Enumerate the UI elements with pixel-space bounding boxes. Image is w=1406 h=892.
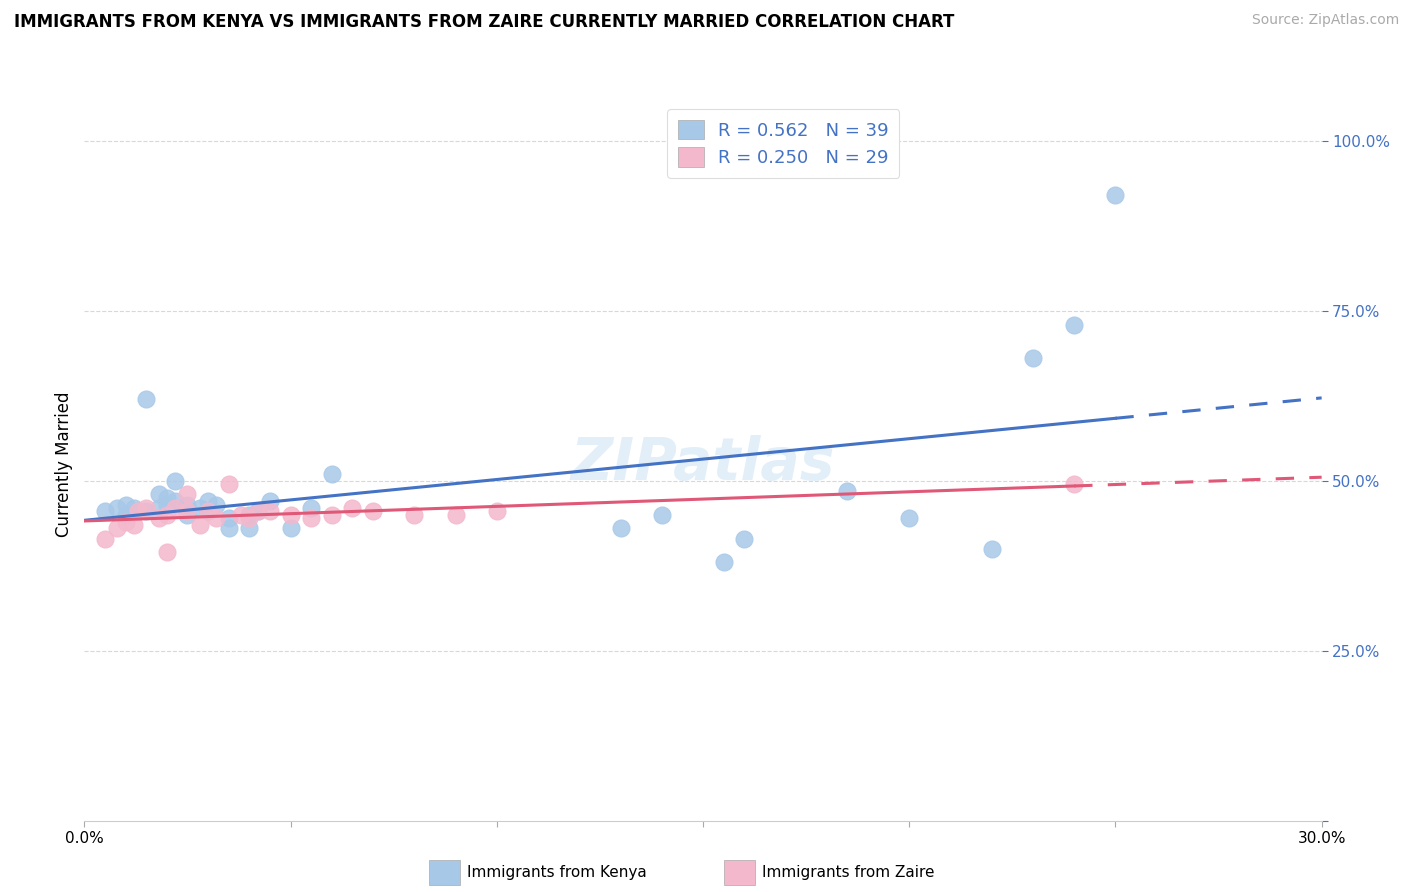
Point — [122, 501, 145, 516]
Point — [444, 508, 467, 522]
Point — [148, 501, 170, 516]
Point — [176, 508, 198, 522]
Point — [148, 487, 170, 501]
Point — [105, 501, 128, 516]
Point — [165, 494, 187, 508]
Text: Immigrants from Kenya: Immigrants from Kenya — [467, 865, 647, 880]
Point — [135, 392, 157, 407]
Point — [246, 504, 269, 518]
Point — [218, 477, 240, 491]
Point — [238, 511, 260, 525]
Point — [980, 541, 1002, 556]
Legend: R = 0.562   N = 39, R = 0.250   N = 29: R = 0.562 N = 39, R = 0.250 N = 29 — [668, 109, 900, 178]
Point — [205, 511, 228, 525]
Point — [114, 498, 136, 512]
Point — [733, 532, 755, 546]
Y-axis label: Currently Married: Currently Married — [55, 391, 73, 537]
Point — [197, 494, 219, 508]
Point — [165, 501, 187, 516]
Point — [188, 518, 211, 533]
Point — [176, 487, 198, 501]
Point — [122, 518, 145, 533]
Text: Source: ZipAtlas.com: Source: ZipAtlas.com — [1251, 13, 1399, 28]
Point — [176, 504, 198, 518]
Point — [404, 508, 426, 522]
Point — [609, 521, 631, 535]
Point — [1104, 188, 1126, 202]
Point — [156, 508, 179, 522]
Point — [361, 504, 384, 518]
Point — [176, 498, 198, 512]
Point — [1022, 351, 1045, 366]
Point — [238, 508, 260, 522]
Point — [321, 467, 343, 481]
Point — [299, 501, 322, 516]
Text: IMMIGRANTS FROM KENYA VS IMMIGRANTS FROM ZAIRE CURRENTLY MARRIED CORRELATION CHA: IMMIGRANTS FROM KENYA VS IMMIGRANTS FROM… — [14, 13, 955, 31]
Point — [485, 504, 508, 518]
Point — [94, 504, 117, 518]
Point — [280, 508, 302, 522]
Point — [127, 504, 149, 518]
Point — [114, 515, 136, 529]
Point — [165, 474, 187, 488]
Text: Immigrants from Zaire: Immigrants from Zaire — [762, 865, 935, 880]
Point — [259, 494, 281, 508]
Point — [238, 521, 260, 535]
Point — [1063, 318, 1085, 332]
Point — [94, 532, 117, 546]
Point — [837, 483, 859, 498]
Point — [197, 504, 219, 518]
Point — [218, 521, 240, 535]
Point — [135, 504, 157, 518]
Point — [135, 501, 157, 516]
Point — [148, 511, 170, 525]
Point — [259, 504, 281, 518]
Point — [1063, 477, 1085, 491]
Point — [197, 504, 219, 518]
Text: ZIPatlas: ZIPatlas — [571, 435, 835, 492]
Point — [205, 498, 228, 512]
Point — [246, 504, 269, 518]
Point — [280, 521, 302, 535]
Point — [156, 491, 179, 505]
Point — [898, 511, 921, 525]
Point — [229, 508, 252, 522]
Point — [299, 511, 322, 525]
Point — [156, 545, 179, 559]
Point — [321, 508, 343, 522]
Point — [156, 498, 179, 512]
Point — [651, 508, 673, 522]
Point — [218, 511, 240, 525]
Point — [105, 521, 128, 535]
Point — [713, 555, 735, 569]
Point — [342, 501, 364, 516]
Point — [188, 501, 211, 516]
Point — [127, 504, 149, 518]
Point — [114, 508, 136, 522]
